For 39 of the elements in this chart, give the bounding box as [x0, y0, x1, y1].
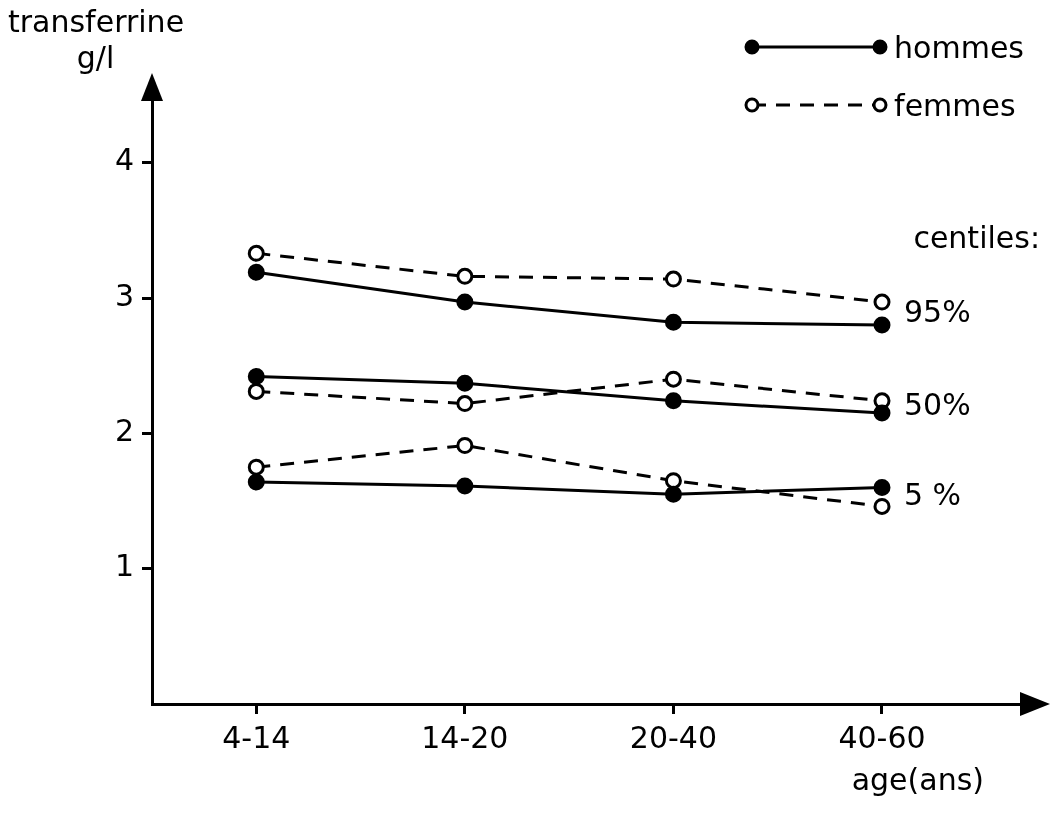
point: [664, 392, 682, 410]
x-tick-label: 20-40: [629, 719, 718, 755]
x-tick-label: 40-60: [838, 719, 926, 755]
annotation: 5 %: [904, 476, 962, 512]
y-tick-label: 2: [114, 413, 134, 449]
annotation: 50%: [904, 387, 971, 423]
x-tick-label: 4-14: [222, 719, 291, 755]
point: [873, 404, 891, 422]
point: [247, 473, 265, 491]
x-tick-label: 14-20: [421, 719, 509, 755]
x-axis-title: age(ans): [851, 762, 984, 797]
point: [873, 497, 891, 515]
point: [664, 270, 682, 288]
point: [873, 293, 891, 311]
point: [247, 458, 265, 476]
point: [456, 395, 474, 413]
point: [873, 478, 891, 496]
point: [247, 367, 265, 385]
point: [247, 263, 265, 281]
y-tick-label: 3: [114, 277, 134, 313]
annotation: centiles:: [913, 219, 1040, 255]
legend-label: hommes: [894, 29, 1024, 65]
y-tick-label: 4: [114, 142, 134, 178]
point: [456, 437, 474, 455]
point: [664, 313, 682, 331]
point: [456, 374, 474, 392]
point: [664, 472, 682, 490]
point: [247, 244, 265, 262]
point: [456, 293, 474, 311]
point: [456, 267, 474, 285]
point: [664, 370, 682, 388]
point: [456, 477, 474, 495]
y-axis-title: transferrine g/l: [8, 4, 185, 76]
y-tick-label: 1: [114, 548, 134, 584]
point: [873, 316, 891, 334]
legend-label: femmes: [894, 87, 1016, 123]
point: [664, 485, 682, 503]
point: [247, 382, 265, 400]
annotation: 95%: [904, 294, 971, 330]
